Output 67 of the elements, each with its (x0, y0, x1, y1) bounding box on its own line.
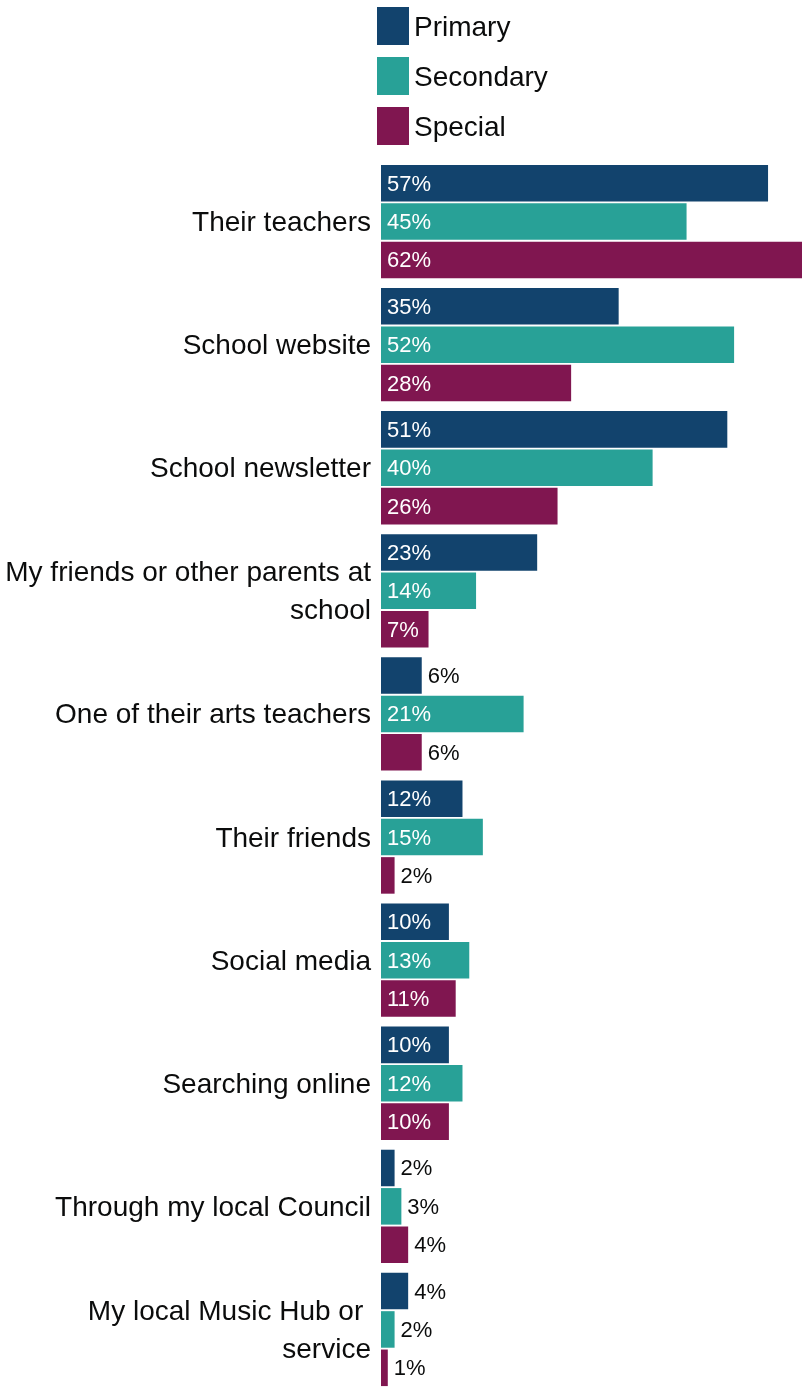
data-label: 4% (414, 1232, 446, 1258)
bar (381, 780, 463, 817)
bar (381, 818, 483, 856)
legend-label: Special (414, 110, 506, 142)
y-tick-label: One of their arts teachers (55, 698, 371, 730)
bar (381, 288, 619, 325)
bar (381, 164, 769, 202)
data-label: 10% (387, 1032, 432, 1058)
data-label: 13% (387, 947, 432, 973)
data-label: 4% (414, 1278, 446, 1304)
data-label: 1% (393, 1355, 426, 1381)
data-label: 2% (400, 862, 433, 888)
data-label: 2% (400, 1316, 433, 1342)
y-tick-label: School newsletter (149, 452, 371, 484)
data-label: 11% (387, 986, 430, 1012)
bar (381, 734, 422, 771)
y-tick-label: School website (182, 329, 371, 361)
data-label: 15% (387, 824, 432, 850)
bar (381, 449, 653, 487)
data-label: 12% (387, 786, 432, 812)
data-label: 6% (427, 663, 460, 689)
data-label: 26% (387, 493, 432, 519)
data-label: 57% (387, 170, 432, 196)
data-label: 23% (387, 539, 432, 565)
bar (381, 241, 802, 279)
bar (381, 1149, 395, 1187)
bar (381, 857, 395, 894)
y-tick-label: My local Music Hub or service (87, 1294, 371, 1364)
bar (381, 487, 558, 525)
data-label: 6% (427, 739, 460, 765)
data-label: 62% (387, 247, 432, 273)
bar (381, 1064, 463, 1102)
data-label: 21% (387, 701, 432, 727)
data-label: 7% (387, 616, 419, 642)
data-label: 3% (407, 1193, 440, 1219)
data-label: 40% (387, 455, 432, 481)
legend-label: Primary (414, 10, 511, 42)
y-tick-label: Social media (210, 944, 372, 976)
bar (381, 1188, 402, 1225)
bar (381, 695, 524, 733)
legend-label: Secondary (414, 60, 548, 92)
data-label: 10% (387, 909, 432, 935)
bar (381, 364, 572, 402)
data-label: 28% (387, 370, 432, 396)
data-label: 52% (387, 332, 432, 358)
bar (381, 1226, 409, 1263)
data-label: 2% (400, 1155, 433, 1181)
y-tick-label: Searching online (162, 1067, 371, 1099)
data-label: 51% (387, 416, 432, 442)
data-label: 12% (387, 1070, 432, 1096)
data-label: 45% (387, 209, 432, 235)
bar (381, 980, 456, 1017)
data-label: 14% (387, 578, 432, 604)
bar (381, 657, 422, 694)
y-tick-label: Their teachers (192, 206, 371, 238)
data-label: 10% (387, 1109, 432, 1135)
bar (381, 1272, 409, 1310)
bar (381, 1311, 395, 1348)
y-tick-label: My friends or other parents at school (5, 556, 372, 626)
bar (381, 326, 735, 363)
bar (381, 203, 687, 240)
y-tick-label: Through my local Council (55, 1190, 371, 1222)
y-tick-label: Their friends (215, 821, 371, 853)
bar (381, 534, 538, 571)
bar (381, 1349, 388, 1387)
bar (381, 411, 728, 448)
data-label: 35% (387, 293, 432, 319)
